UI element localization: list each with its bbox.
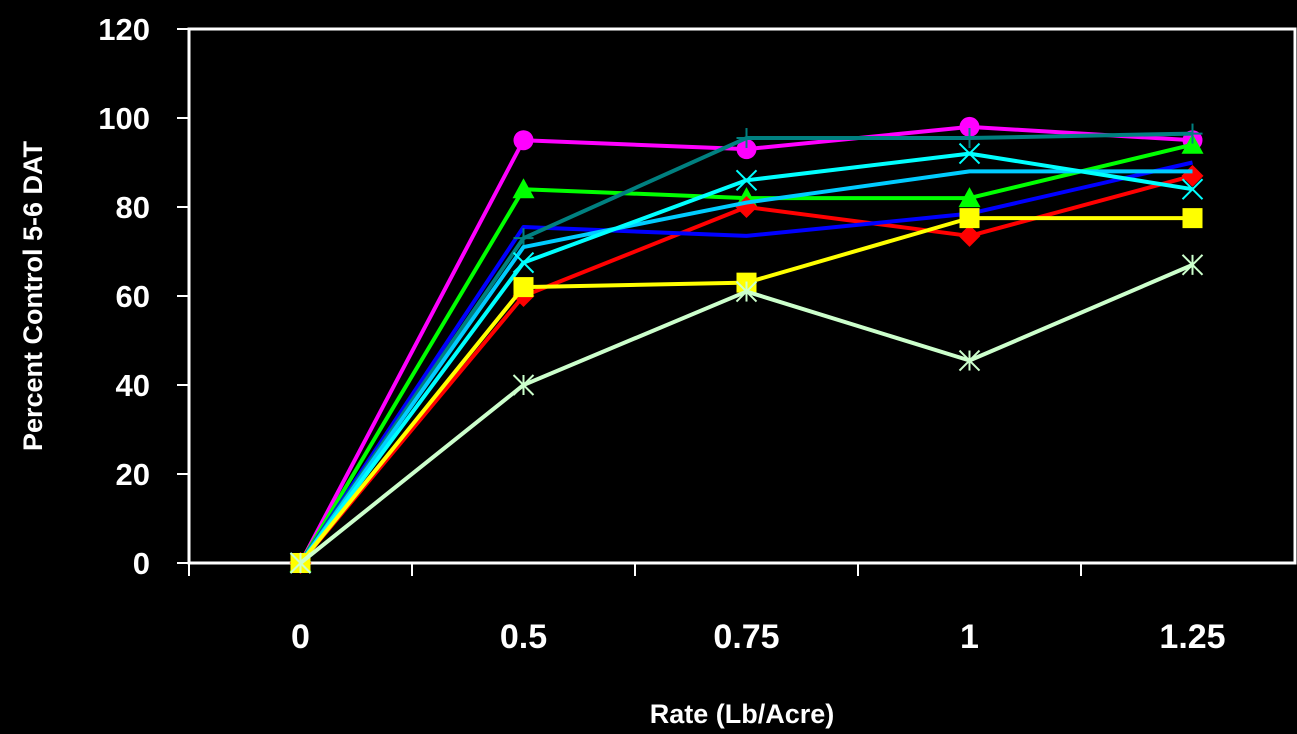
marker-x — [735, 169, 758, 192]
marker-square — [959, 208, 980, 229]
x-tick-label: 0 — [291, 618, 310, 656]
x-tick-label: 1 — [960, 618, 979, 656]
marker-triangle — [1181, 133, 1204, 154]
y-tick-label: 120 — [98, 12, 150, 47]
marker-square — [1182, 208, 1203, 229]
marker-circle — [959, 116, 980, 137]
y-tick-label: 60 — [116, 279, 150, 314]
series-6 — [298, 169, 1193, 565]
y-axis-title: Percent Control 5-6 DAT — [18, 140, 48, 451]
y-tick-label: 20 — [116, 457, 150, 492]
marker-x — [958, 142, 981, 165]
series-layer — [289, 116, 1204, 574]
marker-triangle — [512, 178, 535, 199]
series-line — [298, 169, 1193, 565]
y-tick-label: 80 — [116, 190, 150, 225]
axes: 0 20 40 60 80 100 120 0 0.5 0.75 1 1.25 — [98, 12, 1225, 656]
series-line — [298, 160, 1193, 565]
marker-circle — [513, 130, 534, 151]
y-tick-label: 40 — [116, 368, 150, 403]
marker-square — [513, 277, 534, 298]
series-4 — [298, 160, 1193, 565]
x-tick-label: 1.25 — [1159, 618, 1225, 656]
marker-circle — [736, 139, 757, 160]
x-tick-label: 0.75 — [713, 618, 779, 656]
series-9 — [289, 254, 1204, 574]
marker-x — [1181, 178, 1204, 200]
y-tick-label: 0 — [133, 546, 150, 581]
x-axis-title: Rate (Lb/Acre) — [650, 699, 835, 729]
y-tick-label: 100 — [98, 101, 150, 136]
x-tick-label: 0.5 — [500, 618, 547, 656]
marker-x — [512, 251, 535, 274]
marker-diamond — [958, 224, 981, 247]
marker-triangle — [958, 187, 981, 208]
